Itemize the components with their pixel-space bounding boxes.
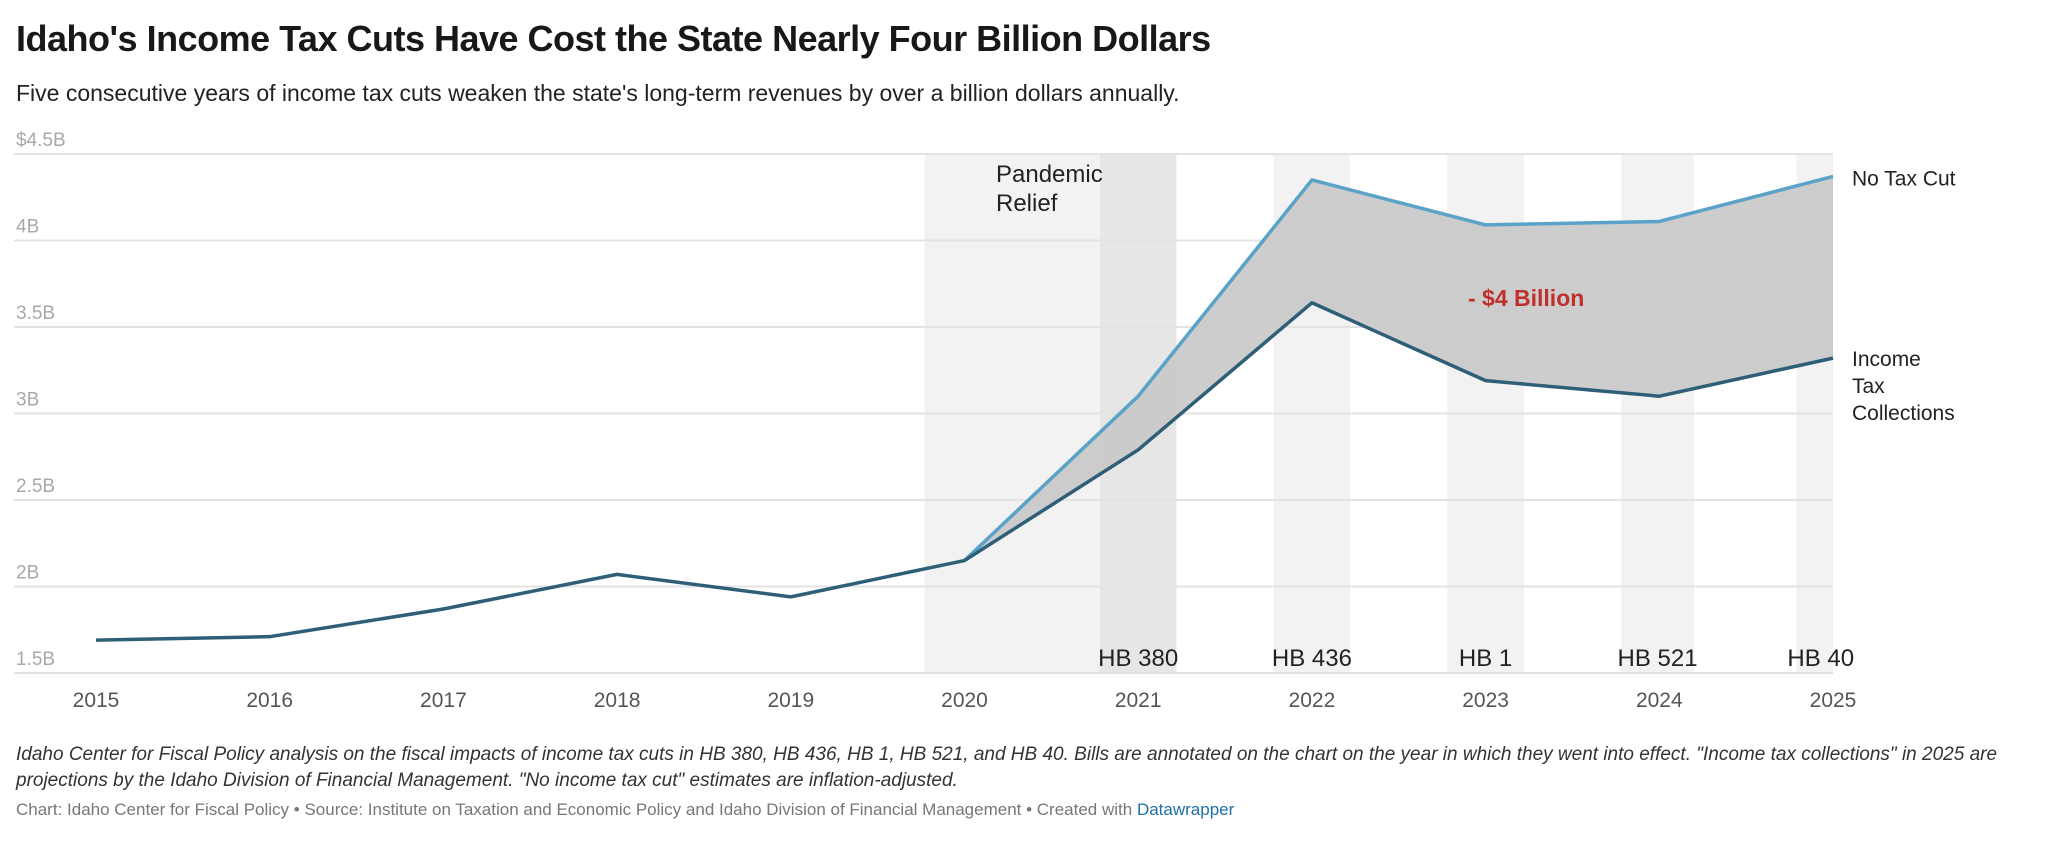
datawrapper-link[interactable]: Datawrapper: [1136, 800, 1235, 819]
y-tick-label: 2B: [16, 563, 39, 584]
y-tick-label: $4.5B: [16, 130, 66, 151]
x-tick-label: 2025: [1810, 689, 1857, 712]
y-tick-label: 3B: [16, 390, 39, 411]
y-tick-label: 3.5B: [16, 303, 55, 324]
x-tick-label: 2019: [767, 689, 814, 712]
gap-annotation: - $4 Billion: [1468, 285, 1584, 311]
x-tick-label: 2015: [73, 689, 120, 712]
x-tick-label: 2020: [941, 689, 988, 712]
y-tick-label: 2.5B: [16, 476, 55, 497]
bill-label: HB 436: [1272, 645, 1352, 672]
x-tick-label: 2016: [246, 689, 293, 712]
chart-notes: Idaho Center for Fiscal Policy analysis …: [16, 744, 1998, 791]
series-label-income-tax-collections: Income: [1852, 348, 1921, 371]
chart-subtitle: Five consecutive years of income tax cut…: [16, 80, 1180, 106]
x-tick-label: 2018: [594, 689, 641, 712]
x-tick-label: 2023: [1462, 689, 1509, 712]
chart-title: Idaho's Income Tax Cuts Have Cost the St…: [16, 18, 1211, 59]
x-tick-label: 2017: [420, 689, 467, 712]
annotation-pandemic-relief: Relief: [996, 190, 1058, 217]
x-tick-label: 2024: [1636, 689, 1683, 712]
credit-text: Chart: Idaho Center for Fiscal Policy • …: [16, 800, 1137, 819]
x-tick-label: 2022: [1289, 689, 1336, 712]
bill-label: HB 380: [1098, 645, 1178, 672]
series-label-income-tax-collections: Collections: [1852, 402, 1955, 425]
chart-credit: Chart: Idaho Center for Fiscal Policy • …: [16, 800, 1234, 820]
annotation-pandemic-relief: Pandemic: [996, 161, 1103, 188]
series-label-income-tax-collections: Tax: [1852, 375, 1885, 398]
series-line: [963, 174, 1834, 562]
bill-label: HB 1: [1459, 645, 1512, 672]
bill-label: HB 40: [1787, 645, 1854, 672]
y-tick-label: 1.5B: [16, 649, 55, 670]
bill-label: HB 521: [1618, 645, 1698, 672]
gap-area: [964, 176, 1833, 561]
x-tick-label: 2021: [1115, 689, 1162, 712]
y-tick-label: 4B: [16, 217, 39, 238]
series-label-no-tax-cut: No Tax Cut: [1852, 167, 1956, 190]
